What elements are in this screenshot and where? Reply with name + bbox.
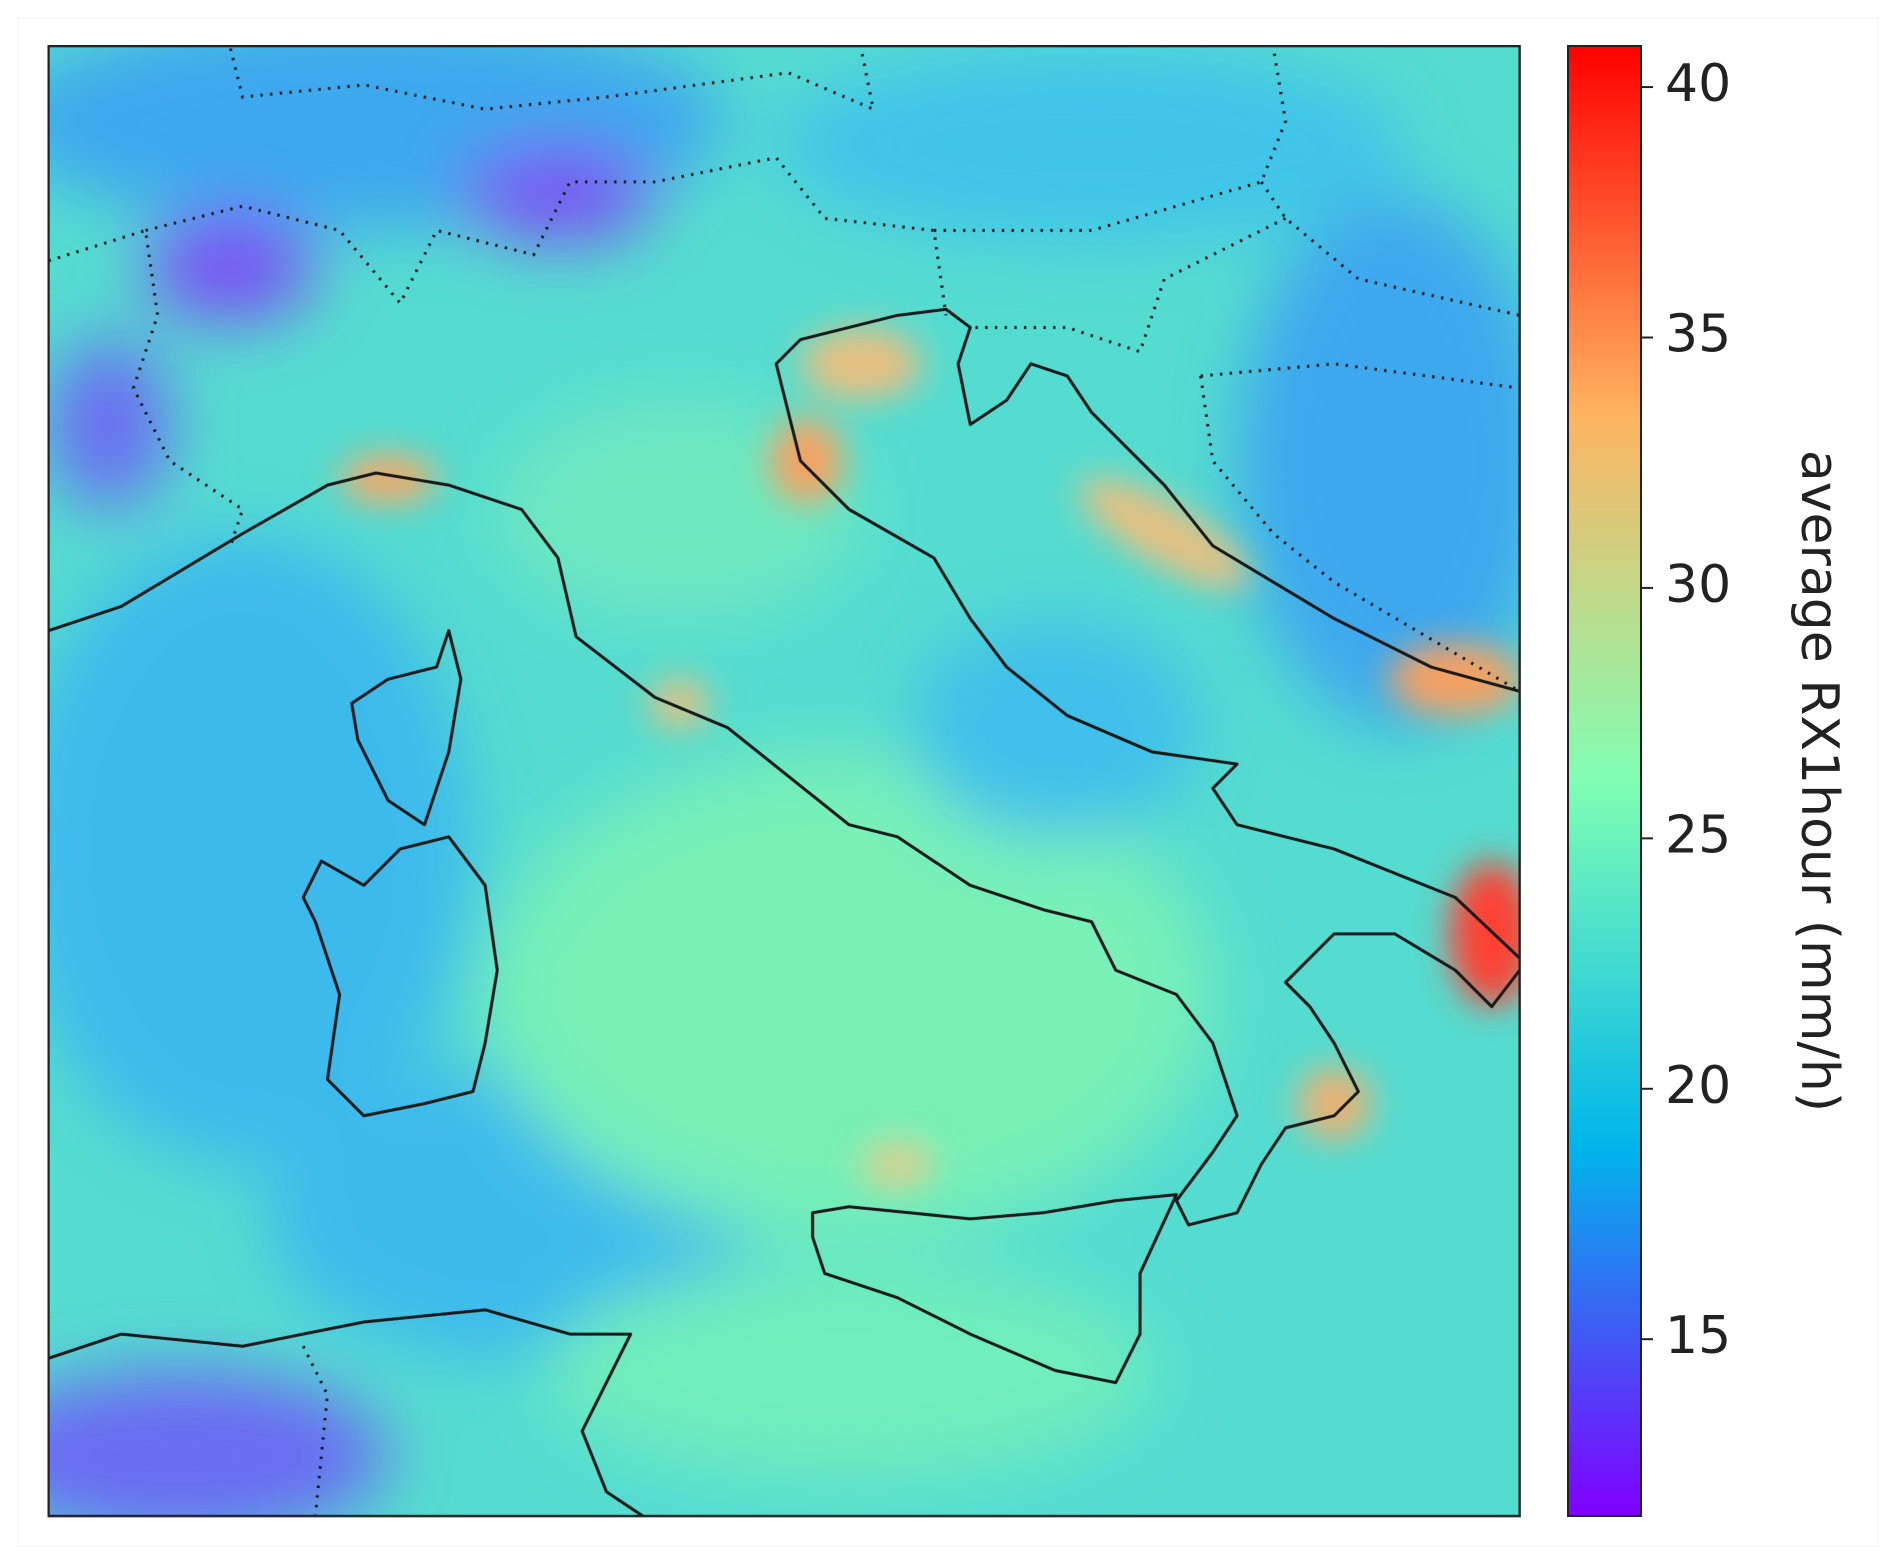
map-frame	[47, 44, 1521, 1518]
colorbar-tick-label: 35	[1665, 304, 1731, 364]
colorbar-tick-label: 15	[1665, 1306, 1731, 1366]
heatmap	[48, 46, 1520, 1517]
colorbar-tick-label: 30	[1665, 555, 1731, 615]
colorbar-tick-label: 20	[1665, 1056, 1731, 1116]
coastlines	[48, 307, 1520, 1517]
borders	[48, 48, 1520, 1517]
colorbar-label: average RX1hour (mm/h)	[1789, 450, 1849, 1112]
colorbar-tick-label: 25	[1665, 805, 1731, 865]
figure-frame	[17, 17, 1879, 1547]
map	[47, 44, 1521, 1518]
colorbar-tick-label: 40	[1665, 54, 1731, 114]
colorbar	[1567, 45, 1642, 1517]
